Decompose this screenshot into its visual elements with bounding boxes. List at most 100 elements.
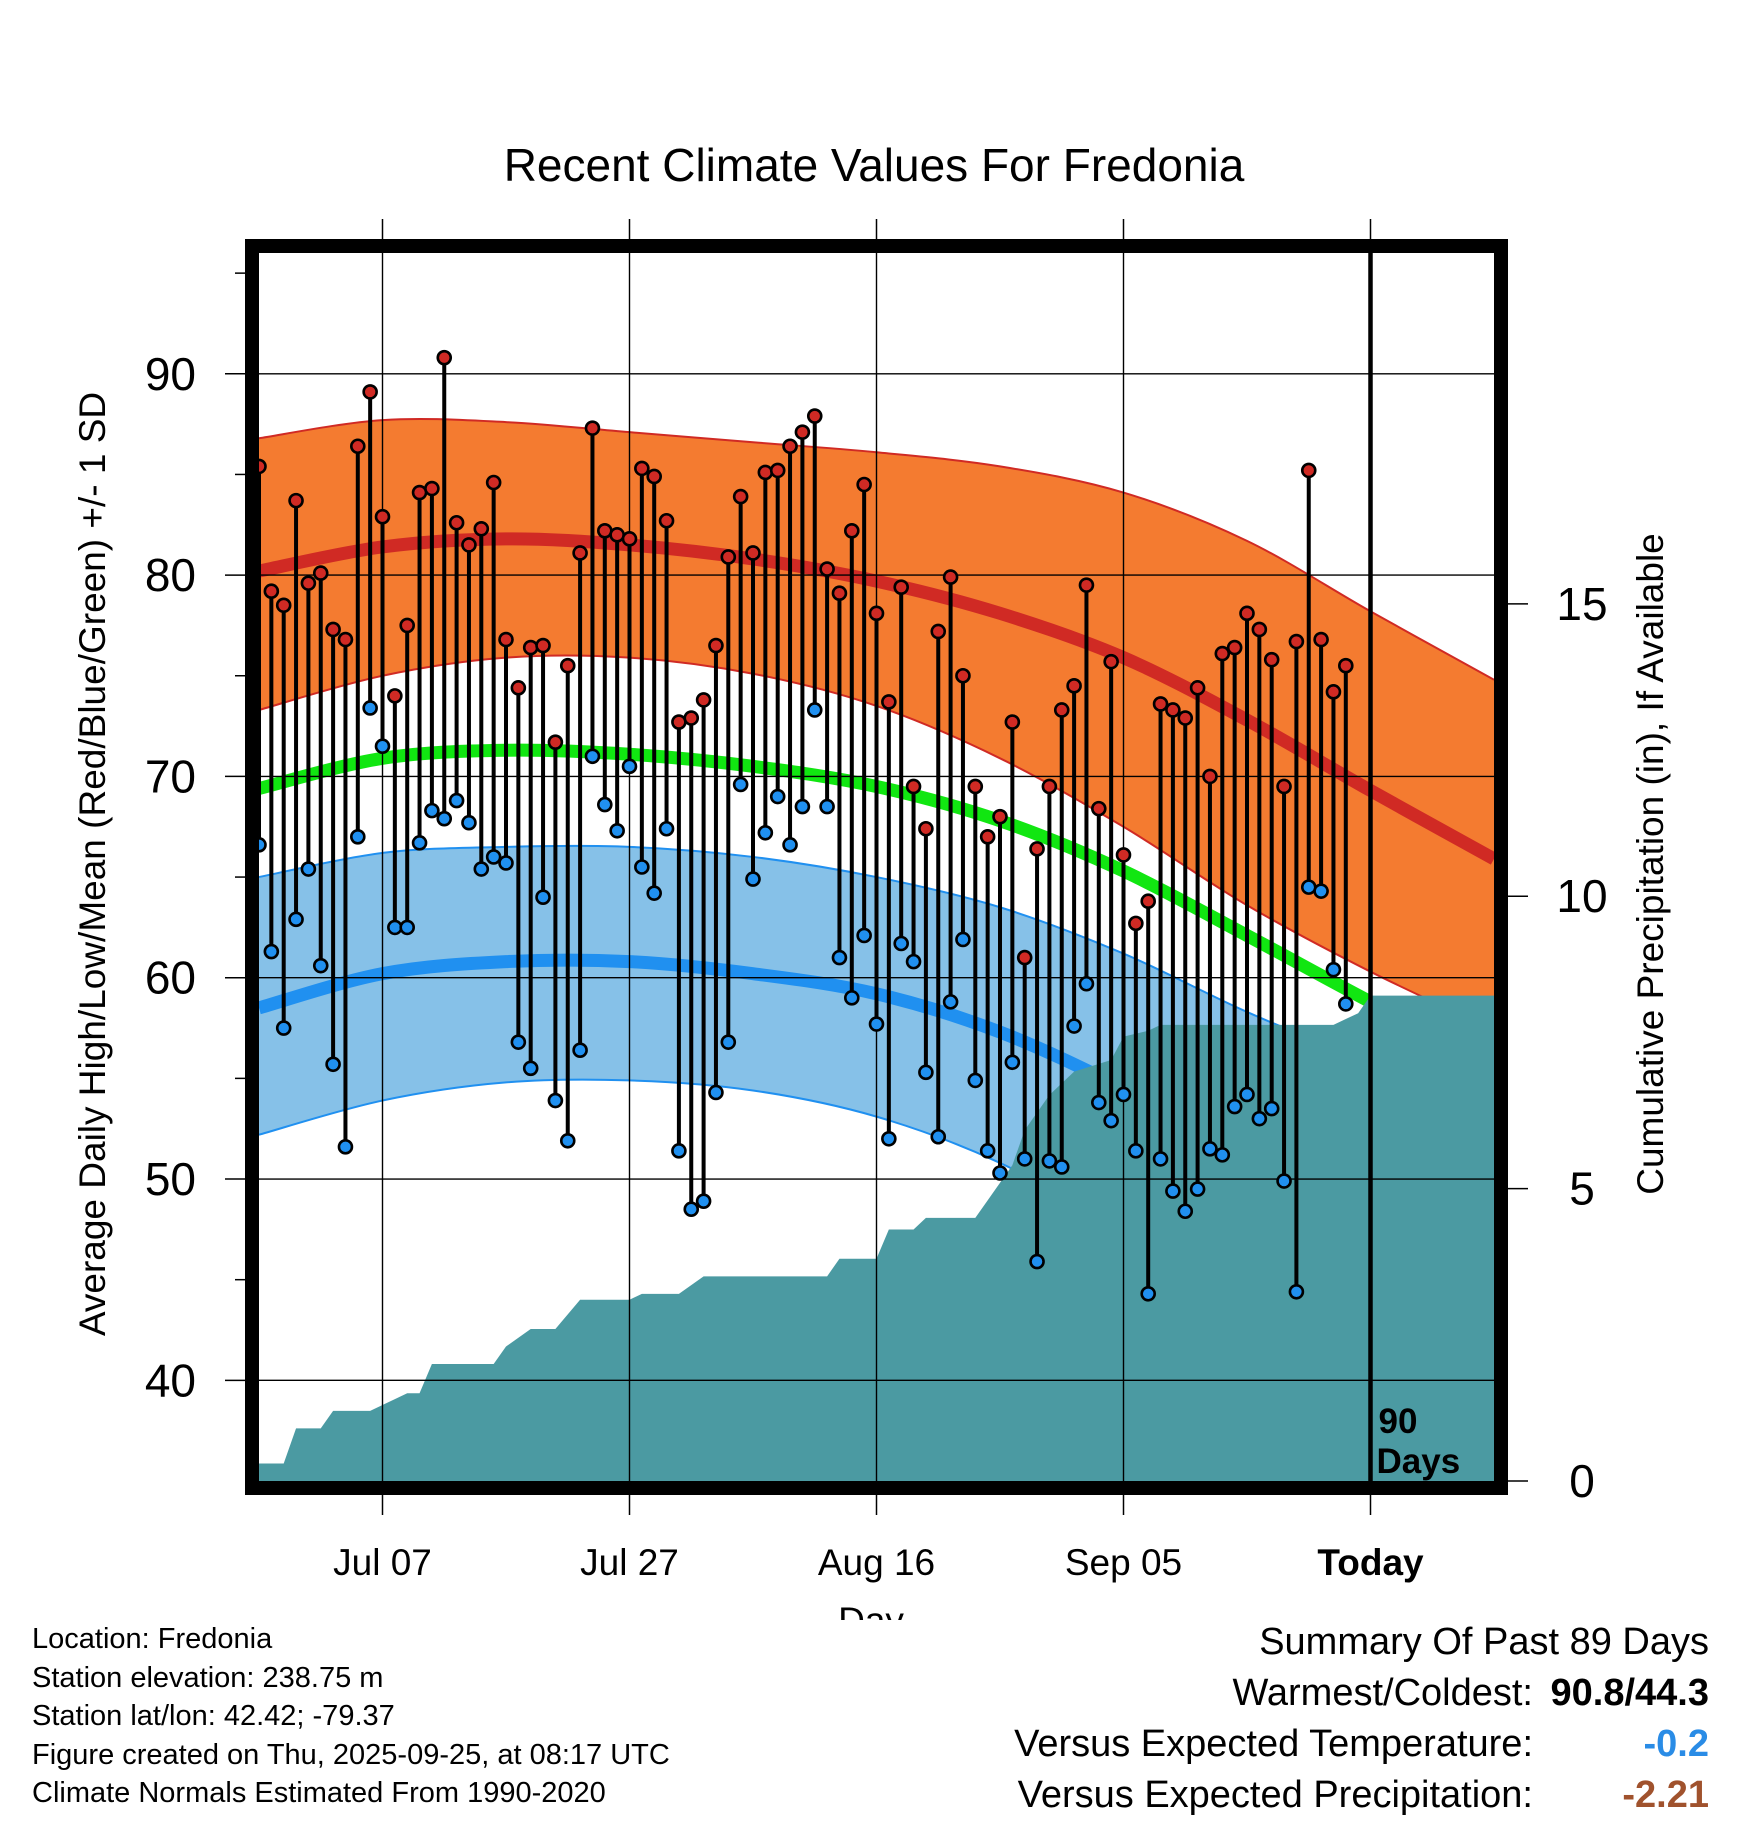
daily-high-point: [979, 829, 996, 845]
summary-panel: Summary Of Past 89 Days Warmest/Coldest:…: [1014, 1617, 1709, 1821]
daily-high-point: [1276, 778, 1292, 795]
daily-dots-layer: [251, 349, 1354, 1302]
daily-high-point: [856, 476, 872, 493]
daily-low-point: [436, 810, 453, 827]
daily-low-point: [905, 953, 922, 970]
daily-high-point: [1263, 651, 1280, 668]
y2-tick-label: 5: [1569, 1163, 1595, 1215]
daily-high-point: [955, 667, 971, 684]
daily-low-point: [683, 1201, 700, 1218]
daily-high-point: [757, 464, 774, 481]
daily-high-point: [1214, 645, 1231, 662]
daily-low-point: [510, 1034, 527, 1050]
daily-high-point: [535, 637, 551, 654]
daily-low-point: [1288, 1283, 1305, 1300]
x-tick-label: Aug 16: [818, 1542, 935, 1583]
daily-high-point: [782, 438, 798, 455]
daily-high-point: [461, 537, 477, 553]
temp-anomaly-label: Versus Expected Temperature:: [1014, 1723, 1533, 1765]
daily-low-point: [658, 820, 675, 837]
daily-high-point: [337, 631, 354, 648]
daily-low-point: [1053, 1159, 1070, 1175]
daily-low-point: [362, 700, 378, 716]
daily-high-point: [720, 549, 737, 565]
daily-low-point: [794, 798, 811, 815]
daily-low-point: [461, 814, 477, 831]
daily-high-point: [1066, 678, 1082, 694]
daily-high-point: [473, 520, 490, 537]
today-layer: 90 Days: [1368, 253, 1461, 1481]
daily-low-point: [979, 1143, 996, 1159]
daily-high-point: [745, 545, 761, 561]
daily-low-point: [1313, 883, 1329, 899]
daily-high-point: [769, 462, 786, 479]
daily-low-point: [1004, 1054, 1021, 1071]
daily-low-point: [424, 802, 440, 819]
daily-high-point: [1226, 639, 1243, 656]
y-tick-label: 60: [145, 952, 196, 1004]
y-tick-label: 50: [145, 1153, 196, 1205]
daily-high-point: [485, 474, 502, 491]
daily-high-point: [918, 820, 934, 837]
daily-low-point: [547, 1092, 564, 1109]
daily-high-point: [572, 545, 588, 561]
daily-high-point: [930, 623, 947, 640]
precip-anomaly-value: -2.21: [1622, 1774, 1709, 1816]
daily-low-point: [1251, 1110, 1268, 1127]
x-tick-label: Today: [1317, 1542, 1424, 1583]
daily-high-point: [547, 734, 564, 750]
daily-low-point: [1016, 1151, 1033, 1167]
daily-low-point: [609, 822, 625, 839]
daily-low-point: [1029, 1253, 1045, 1270]
daily-high-point: [1103, 653, 1119, 670]
daily-high-point: [263, 583, 280, 600]
x-tick-label: Sep 05: [1065, 1542, 1182, 1583]
daily-low-point: [473, 861, 490, 877]
daily-high-point: [1140, 893, 1156, 910]
y-tick-label: 70: [145, 750, 196, 802]
daily-high-point: [671, 714, 687, 730]
daily-high-point: [819, 561, 835, 577]
daily-low-point: [1263, 1100, 1280, 1117]
daily-high-point: [992, 808, 1008, 825]
daily-high-point: [288, 492, 304, 509]
daily-high-point: [609, 527, 625, 543]
daily-high-point: [1202, 768, 1218, 785]
chart-title: Recent Climate Values For Fredonia: [504, 139, 1245, 191]
axes-layer: 40 50 60 70 80 90 0 5 10 15 Jul 07 Jul 27 Aug 16 Sep …: [145, 219, 1608, 1583]
daily-high-point: [1189, 680, 1206, 696]
summary-temp: Versus Expected Temperature: -0.2: [1014, 1719, 1709, 1770]
y2-tick-label: 0: [1569, 1455, 1595, 1507]
daily-high-point: [1053, 702, 1070, 718]
daily-low-point: [300, 861, 317, 877]
info-elevation: Station elevation: 238.75 m: [32, 1661, 384, 1694]
info-location: Location: Fredonia: [32, 1623, 273, 1655]
daily-low-point: [312, 957, 329, 974]
daily-high-point: [349, 438, 366, 455]
daily-high-point: [683, 710, 700, 726]
daily-low-point: [745, 871, 761, 887]
daily-high-point: [1338, 657, 1354, 674]
daily-low-point: [387, 919, 403, 936]
y2-tick-label: 10: [1556, 870, 1607, 922]
x-tick-label: Jul 27: [580, 1542, 679, 1583]
daily-low-point: [708, 1084, 724, 1101]
daily-low-point: [843, 990, 860, 1006]
daily-high-point: [1152, 696, 1169, 712]
daily-high-point: [1128, 915, 1144, 932]
y-axis-label: Average Daily High/Low/Mean (Red/Blue/Gr…: [72, 392, 113, 1336]
daily-low-point: [399, 919, 416, 936]
daily-high-point: [1041, 778, 1058, 795]
daily-low-point: [881, 1130, 897, 1147]
daily-high-point: [325, 621, 341, 638]
info-created: Figure created on Thu, 2025-09-25, at 08…: [32, 1738, 670, 1771]
daily-low-point: [535, 889, 551, 905]
precip-anomaly-label: Versus Expected Precipitation:: [1017, 1774, 1533, 1816]
daily-low-point: [584, 748, 601, 765]
today-days-text: Days: [1377, 1442, 1461, 1481]
daily-high-point: [387, 688, 403, 704]
daily-high-point: [942, 569, 959, 585]
daily-high-point: [424, 480, 440, 497]
daily-bars-layer: [257, 357, 1348, 1294]
y-tick-label: 90: [145, 348, 196, 400]
